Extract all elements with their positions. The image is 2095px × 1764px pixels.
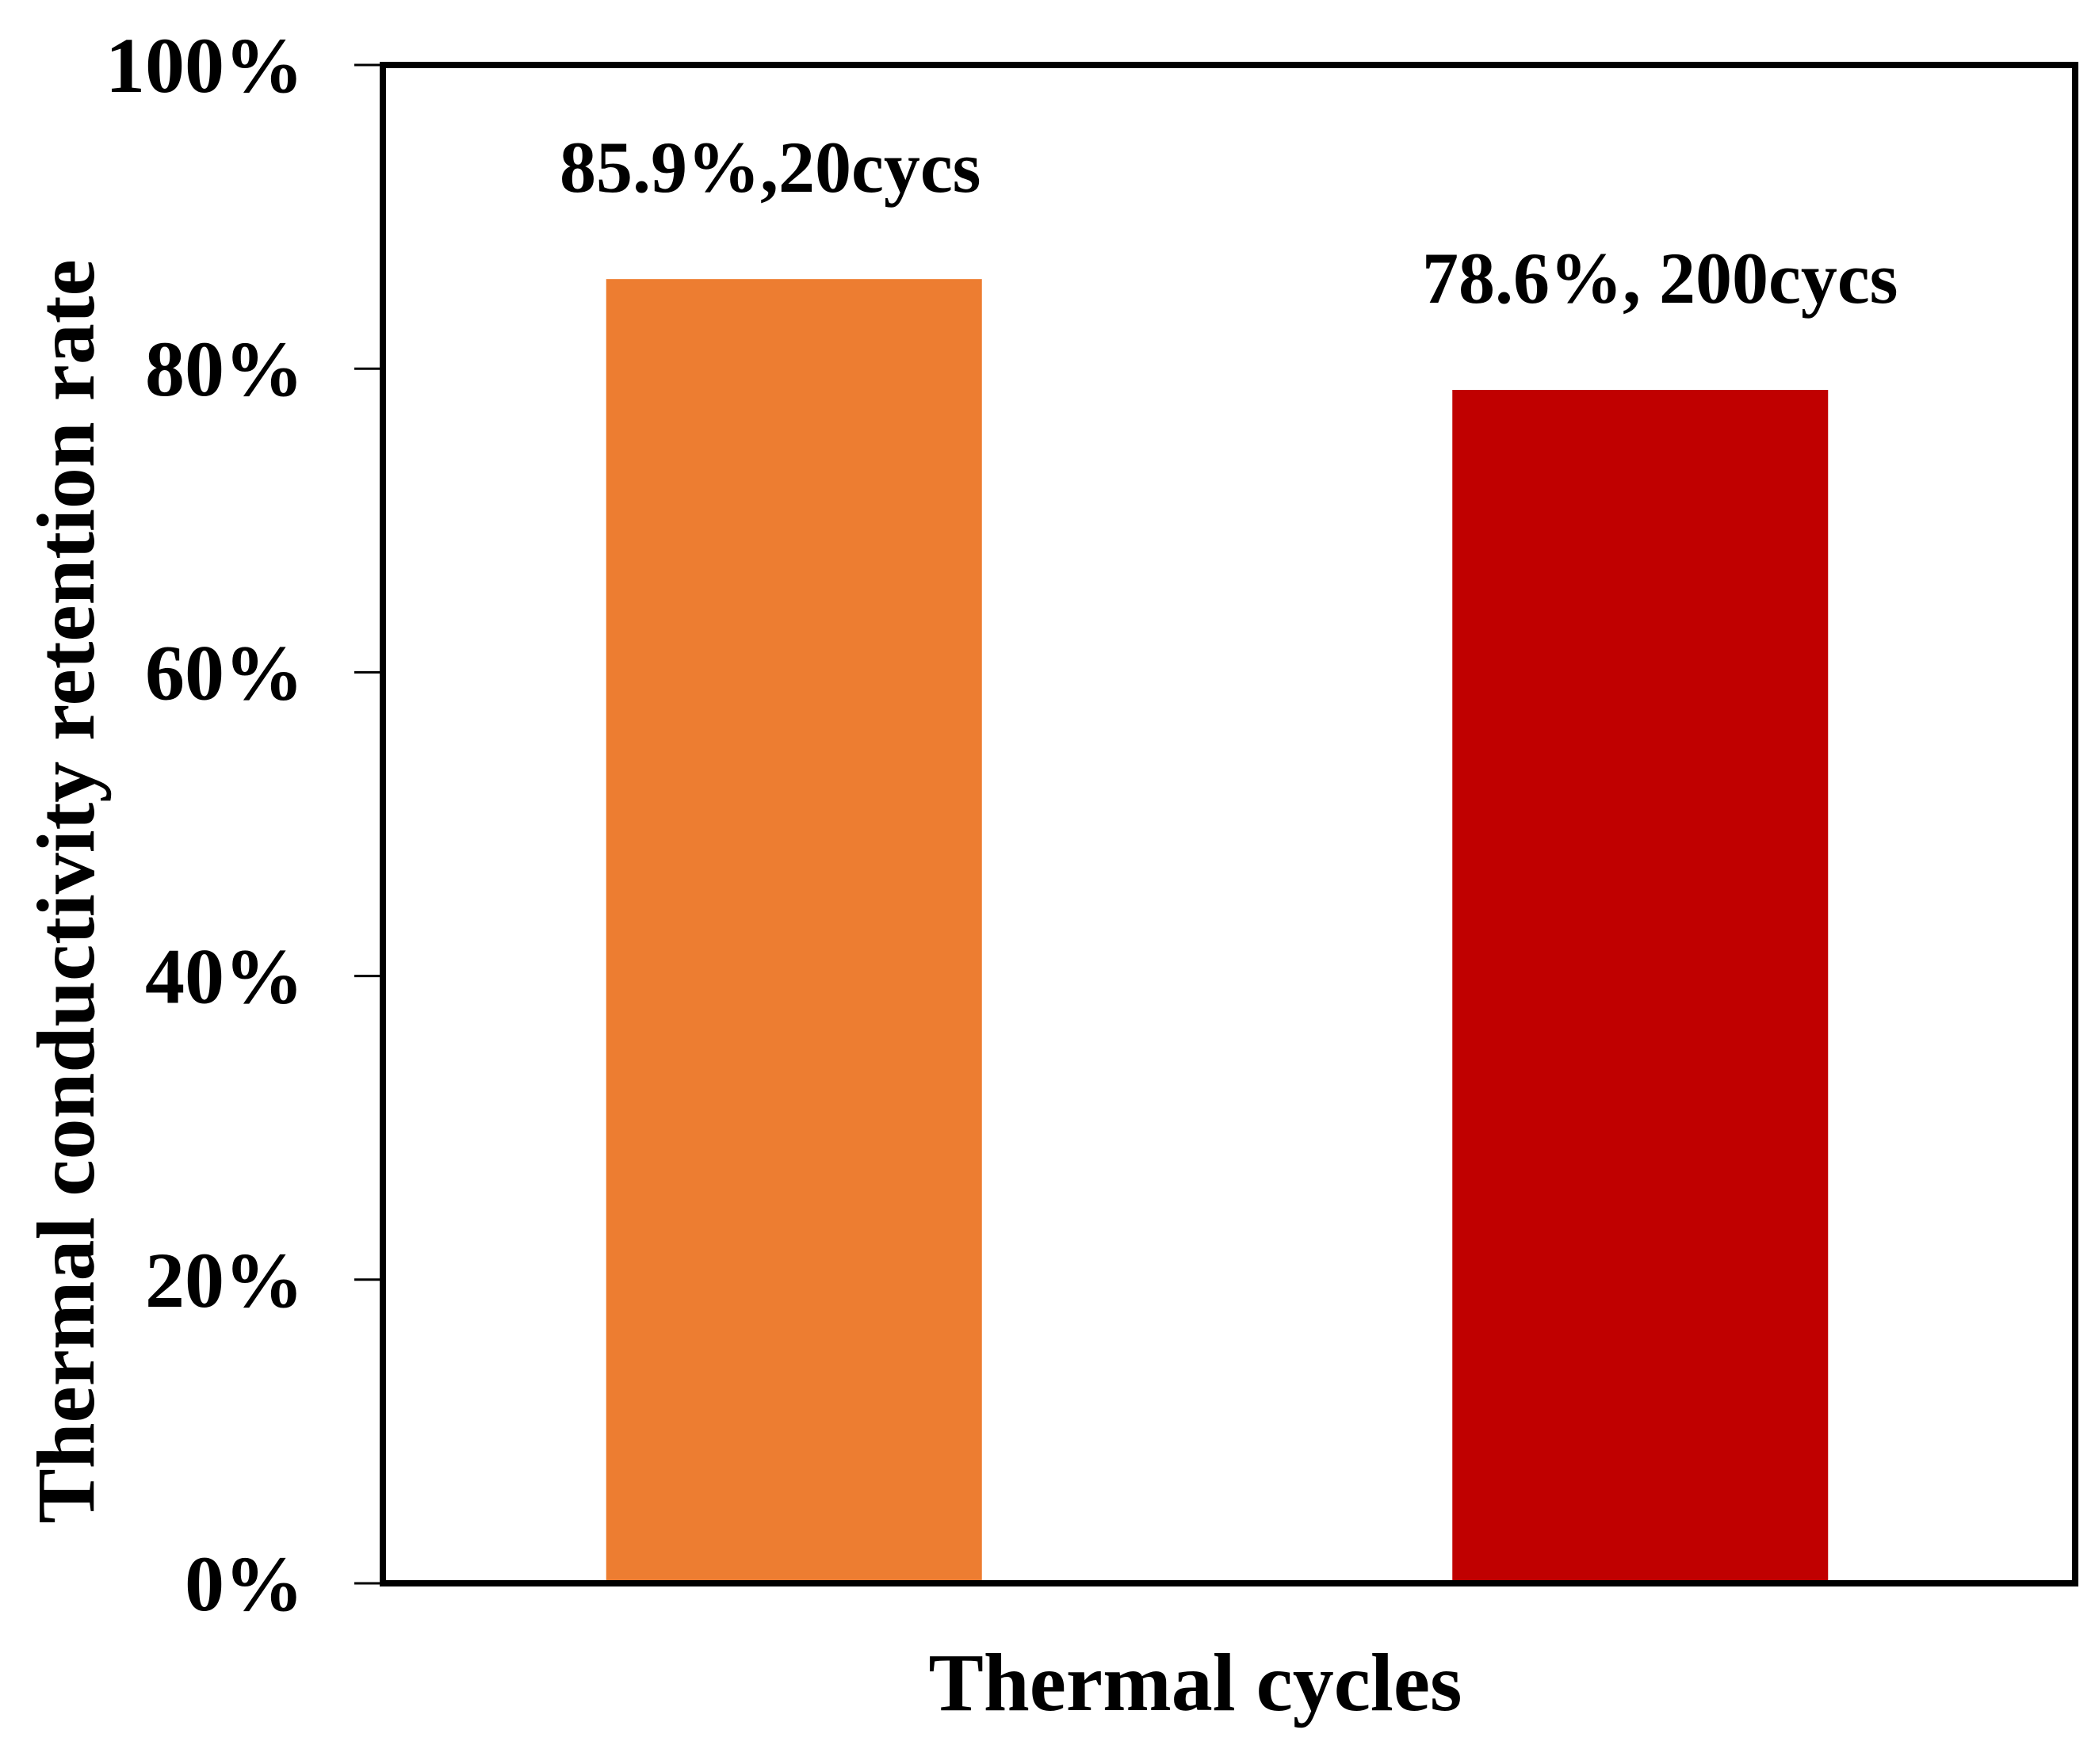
bar-1-data-label: 85.9%,20cycs	[560, 127, 981, 208]
y-tick-label: 20%	[145, 1236, 304, 1324]
y-axis-title: Thermal conductivity retention rate	[21, 259, 112, 1523]
bar-2	[1452, 390, 1829, 1584]
y-tick-label: 80%	[145, 325, 304, 413]
y-tick-label: 60%	[145, 628, 304, 716]
y-tick-label: 40%	[145, 933, 304, 1021]
y-tick-label: 100%	[105, 21, 304, 109]
bar-1	[606, 279, 982, 1583]
y-tick-label: 0%	[185, 1540, 304, 1628]
bar-2-data-label: 78.6%, 200cycs	[1422, 238, 1898, 319]
plot-area-frame	[380, 62, 2078, 1586]
x-axis-title: Thermal cycles	[929, 1637, 1462, 1728]
data-labels: 85.9%,20cycs 78.6%, 200cycs	[560, 127, 1898, 319]
bars-layer	[606, 279, 1829, 1584]
y-axis-ticks: 0% 20% 40% 60% 80% 100%	[105, 21, 383, 1628]
